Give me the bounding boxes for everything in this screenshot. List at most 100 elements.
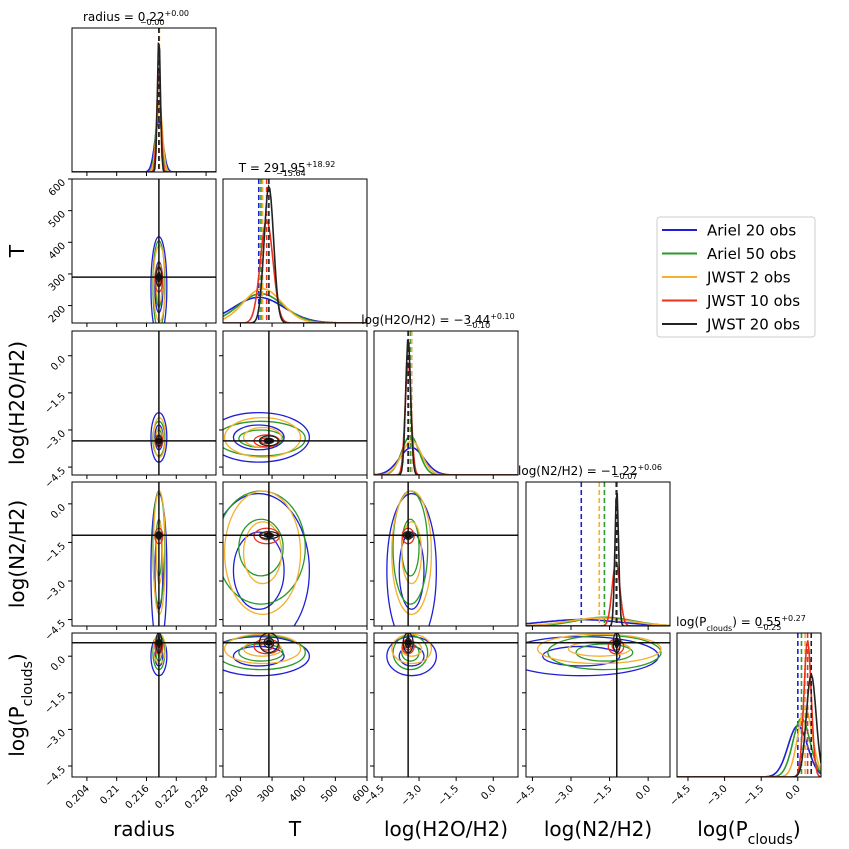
label-text: log(H2O/H2)	[5, 341, 29, 465]
panel-frame	[525, 632, 671, 778]
title-lower: −0.10	[466, 321, 491, 330]
contour	[242, 521, 283, 585]
contour	[253, 527, 280, 545]
y-axis-label: log(N2/H2)	[5, 500, 29, 608]
panel-frame	[373, 632, 519, 778]
title-upper: +0.00	[164, 9, 189, 18]
contour	[232, 531, 285, 610]
label-text: T	[5, 244, 29, 258]
panel-frame	[71, 481, 217, 627]
contour	[223, 490, 302, 616]
panel	[72, 179, 216, 323]
contour	[223, 633, 302, 665]
y-tick-label: 500	[47, 209, 68, 230]
x-tick-label: 400	[288, 783, 309, 804]
x-tick-label: 0.204	[64, 783, 92, 811]
panel-title: radius = 0.22+0.00 −0.00	[83, 9, 189, 27]
y-tick-label: −4.5	[43, 618, 68, 643]
title-main: log(P	[676, 615, 706, 629]
histogram-curve	[223, 292, 367, 323]
y-tick-label: −4.5	[43, 465, 68, 490]
label-text: log(N2/H2)	[544, 817, 652, 841]
y-axis-label: log(H2O/H2)	[5, 341, 29, 465]
y-tick-label: −3.0	[43, 428, 68, 453]
panel-title: log(Pclouds) = 0.55+0.27 −0.25	[676, 614, 806, 633]
histogram-curve	[677, 672, 821, 777]
histogram-curve	[677, 640, 821, 777]
histogram-curve	[374, 435, 518, 475]
histogram-curve	[374, 446, 518, 475]
x-tick-label: −1.5	[590, 783, 615, 808]
panel	[374, 482, 518, 626]
title-main: log(H2O/H2) = −3.44	[361, 313, 490, 327]
title-upper: +0.27	[781, 614, 806, 623]
histogram-curve	[223, 219, 367, 323]
panel	[72, 482, 216, 626]
label-text: log(N2/H2)	[5, 500, 29, 608]
x-tick-label: 500	[319, 783, 340, 804]
contour	[238, 518, 284, 577]
y-tick-label: 400	[47, 241, 68, 262]
x-tick-label: 200	[224, 783, 245, 804]
label-text: log(P	[697, 817, 747, 841]
title-main: log(N2/H2) = −1.22	[518, 464, 637, 478]
legend-label: JWST 2 obs	[706, 269, 791, 287]
panel	[223, 179, 367, 323]
x-tick-label: 0.222	[153, 783, 181, 811]
title-lower: −0.07	[613, 472, 638, 481]
panel-frame	[222, 481, 368, 627]
histogram-curve	[526, 560, 670, 626]
y-tick-label: −1.5	[43, 691, 68, 716]
label-text: radius	[113, 817, 175, 841]
histogram-curve	[72, 42, 216, 172]
panel	[223, 633, 367, 777]
histogram-curve	[374, 339, 518, 475]
contour	[232, 424, 285, 451]
title-main: T = 291.95	[238, 161, 306, 175]
label-end: )	[793, 817, 801, 841]
panel	[72, 331, 216, 475]
title-main: radius = 0.22	[83, 10, 165, 24]
contour	[401, 518, 420, 577]
contour	[547, 634, 662, 671]
panel-frame	[222, 330, 368, 476]
y-tick-label: 200	[47, 304, 68, 325]
contour	[223, 636, 311, 677]
contour	[223, 492, 311, 626]
histogram-curve	[374, 361, 518, 475]
x-axis-label: radius	[113, 817, 175, 841]
x-tick-label: 0.216	[124, 783, 152, 811]
x-tick-label: 300	[256, 783, 277, 804]
x-tick-label: −1.5	[436, 783, 461, 808]
legend-label: JWST 10 obs	[706, 292, 800, 310]
histogram-curve	[223, 287, 367, 323]
contour	[536, 633, 662, 665]
panel	[72, 633, 216, 777]
y-axis-label: log(Pclouds)	[5, 653, 36, 756]
contour	[242, 640, 283, 657]
x-tick-label: −4.5	[668, 783, 693, 808]
label-text: log(P	[5, 706, 29, 756]
contour	[542, 645, 621, 667]
histogram-curve	[72, 103, 216, 172]
histogram-curve	[72, 102, 216, 172]
panel	[223, 482, 367, 626]
contour	[575, 643, 634, 662]
histogram-curve	[677, 707, 821, 777]
contour	[223, 416, 302, 458]
panel	[526, 482, 670, 626]
title-upper: +18.92	[306, 160, 336, 169]
panel-frame	[373, 330, 519, 476]
y-tick-label: 300	[47, 272, 68, 293]
y-tick-label: −1.5	[43, 541, 68, 566]
legend-label: Ariel 50 obs	[707, 245, 796, 263]
histogram-curve	[72, 72, 216, 172]
label-text: T	[288, 817, 302, 841]
y-tick-label: −1.5	[43, 391, 68, 416]
histogram-curve	[526, 618, 670, 626]
label-sub: clouds	[748, 832, 793, 848]
title-upper: +0.06	[637, 463, 662, 472]
label-text: log(H2O/H2)	[384, 817, 508, 841]
histogram-curve	[526, 617, 670, 626]
